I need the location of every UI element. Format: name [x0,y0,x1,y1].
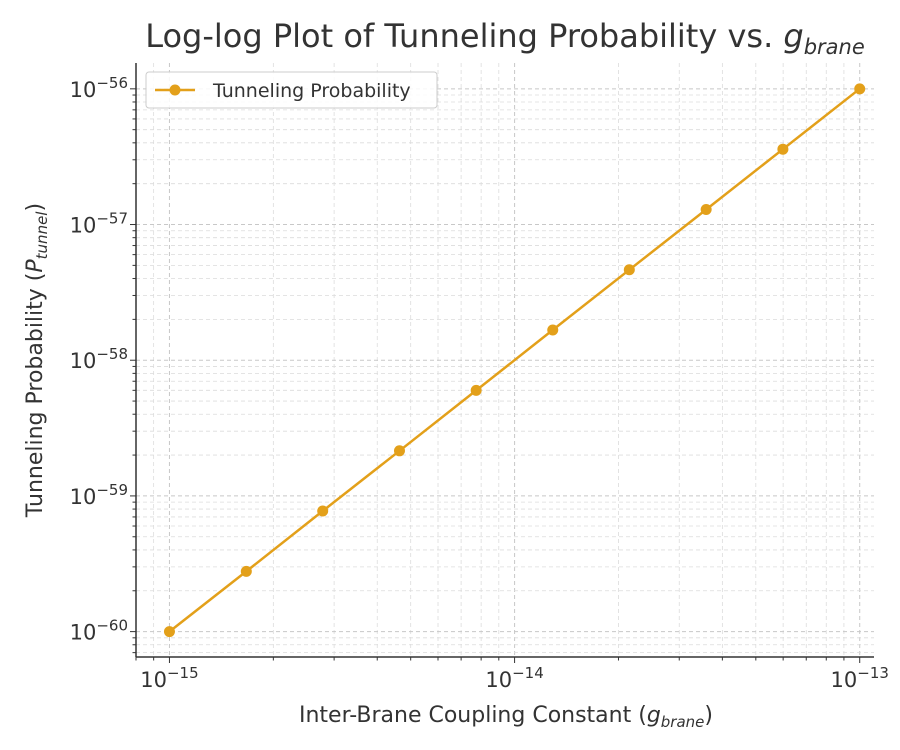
data-point [163,626,175,638]
data-point [700,204,712,216]
x-tick-label: 10−14 [485,664,543,692]
y-tick-label: 10−59 [70,481,128,509]
x-tick-label: 10−15 [140,664,198,692]
legend: Tunneling Probability [145,71,438,109]
y-axis-label: Tunneling Probability (Ptunnel) [23,203,51,518]
data-point [547,324,559,336]
y-tick-label: 10−56 [70,74,128,102]
ticks: 10−15 10−14 10−13 10−60 10−59 10−58 10−57 10−56 [70,74,889,692]
data-point [623,264,635,276]
y-tick-label: 10−57 [70,210,128,238]
y-tick-label: 10−60 [70,617,128,645]
data-point [317,505,329,517]
legend-box [145,71,438,109]
data-point [777,143,789,155]
data-point [470,384,482,396]
data-point [854,83,866,95]
x-axis-label: Inter-Brane Coupling Constant (gbrane) [299,703,713,731]
series-line [168,87,861,633]
series [163,83,866,638]
grid [135,63,874,657]
data-point [240,565,252,577]
y-tick-label: 10−58 [70,345,128,373]
legend-label: Tunneling Probability [212,80,411,102]
chart-title: Log-log Plot of Tunneling Probability vs… [145,17,865,59]
x-tick-label: 10−13 [831,664,889,692]
data-point [393,445,405,457]
legend-marker [169,84,181,96]
